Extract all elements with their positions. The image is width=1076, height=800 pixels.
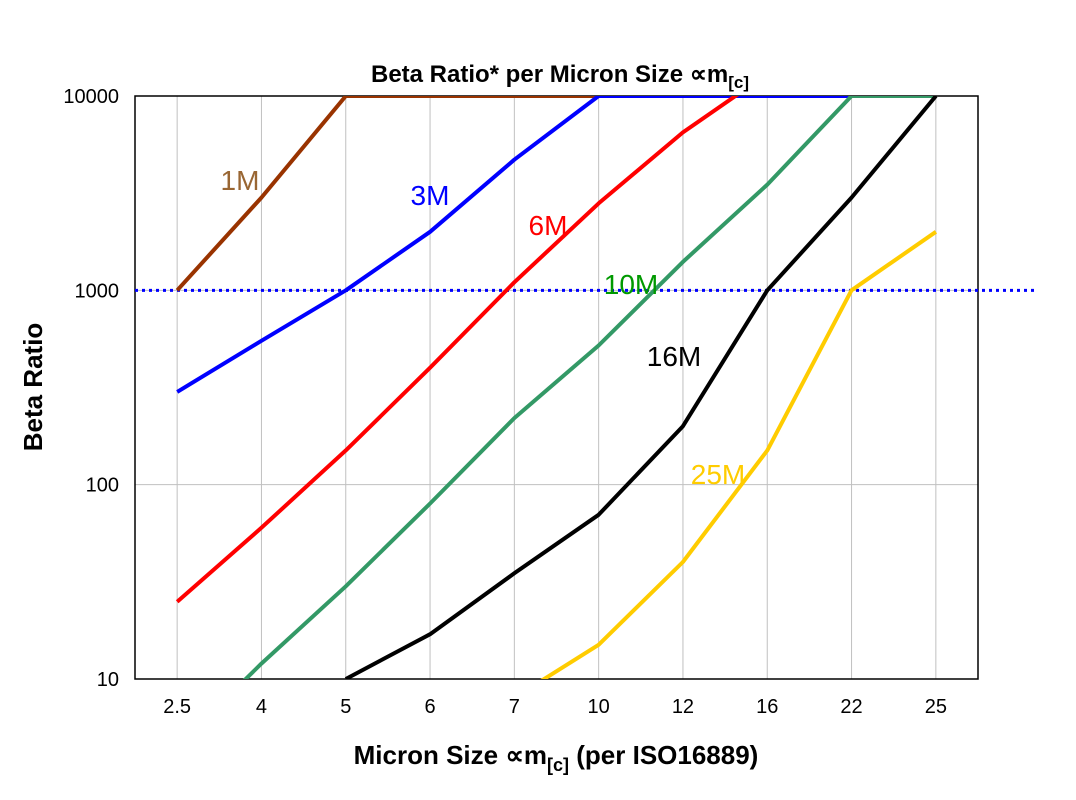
grid <box>135 95 978 680</box>
series-line-1m <box>175 96 599 292</box>
y-tick-label: 100 <box>86 475 119 497</box>
x-axis-label: Micron Size ∝m[c] (per ISO16889) <box>354 740 759 775</box>
y-axis-label: Beta Ratio <box>18 323 48 452</box>
x-tick-label: 7 <box>509 696 520 718</box>
series-line-10m <box>242 96 936 679</box>
y-tick-label: 1000 <box>75 280 120 302</box>
x-tick-labels: 2.5 4 5 6 7 10 12 16 22 25 <box>163 696 947 718</box>
series-line-16m <box>344 96 938 679</box>
x-tick-label: 10 <box>588 696 610 718</box>
x-tick-label: 6 <box>424 696 435 718</box>
series-label-16m: 16M <box>647 341 701 372</box>
series-label-10m: 10M <box>604 269 658 300</box>
x-tick-label: 22 <box>840 696 862 718</box>
series-line-25m <box>540 230 938 679</box>
series-labels: 1M 3M 6M 10M 16M 25M <box>221 165 746 490</box>
series-label-1m: 1M <box>221 165 260 196</box>
x-tick-label: 25 <box>925 696 947 718</box>
x-tick-label: 4 <box>256 696 267 718</box>
chart-title: Beta Ratio* per Micron Size ∝m[c] <box>371 61 749 92</box>
y-tick-labels: 10 100 1000 10000 <box>63 86 119 691</box>
x-tick-label: 5 <box>340 696 351 718</box>
series-label-25m: 25M <box>691 459 745 490</box>
x-tick-label: 12 <box>672 696 694 718</box>
x-tick-label: 16 <box>756 696 778 718</box>
series-label-3m: 3M <box>411 180 450 211</box>
y-tick-label: 10 <box>97 669 119 691</box>
series-group <box>175 96 938 679</box>
series-line-6m <box>175 96 739 604</box>
series-label-6m: 6M <box>529 210 568 241</box>
series-line-3m <box>176 96 852 394</box>
x-tick-label: 2.5 <box>163 696 191 718</box>
y-tick-label: 10000 <box>63 86 119 108</box>
